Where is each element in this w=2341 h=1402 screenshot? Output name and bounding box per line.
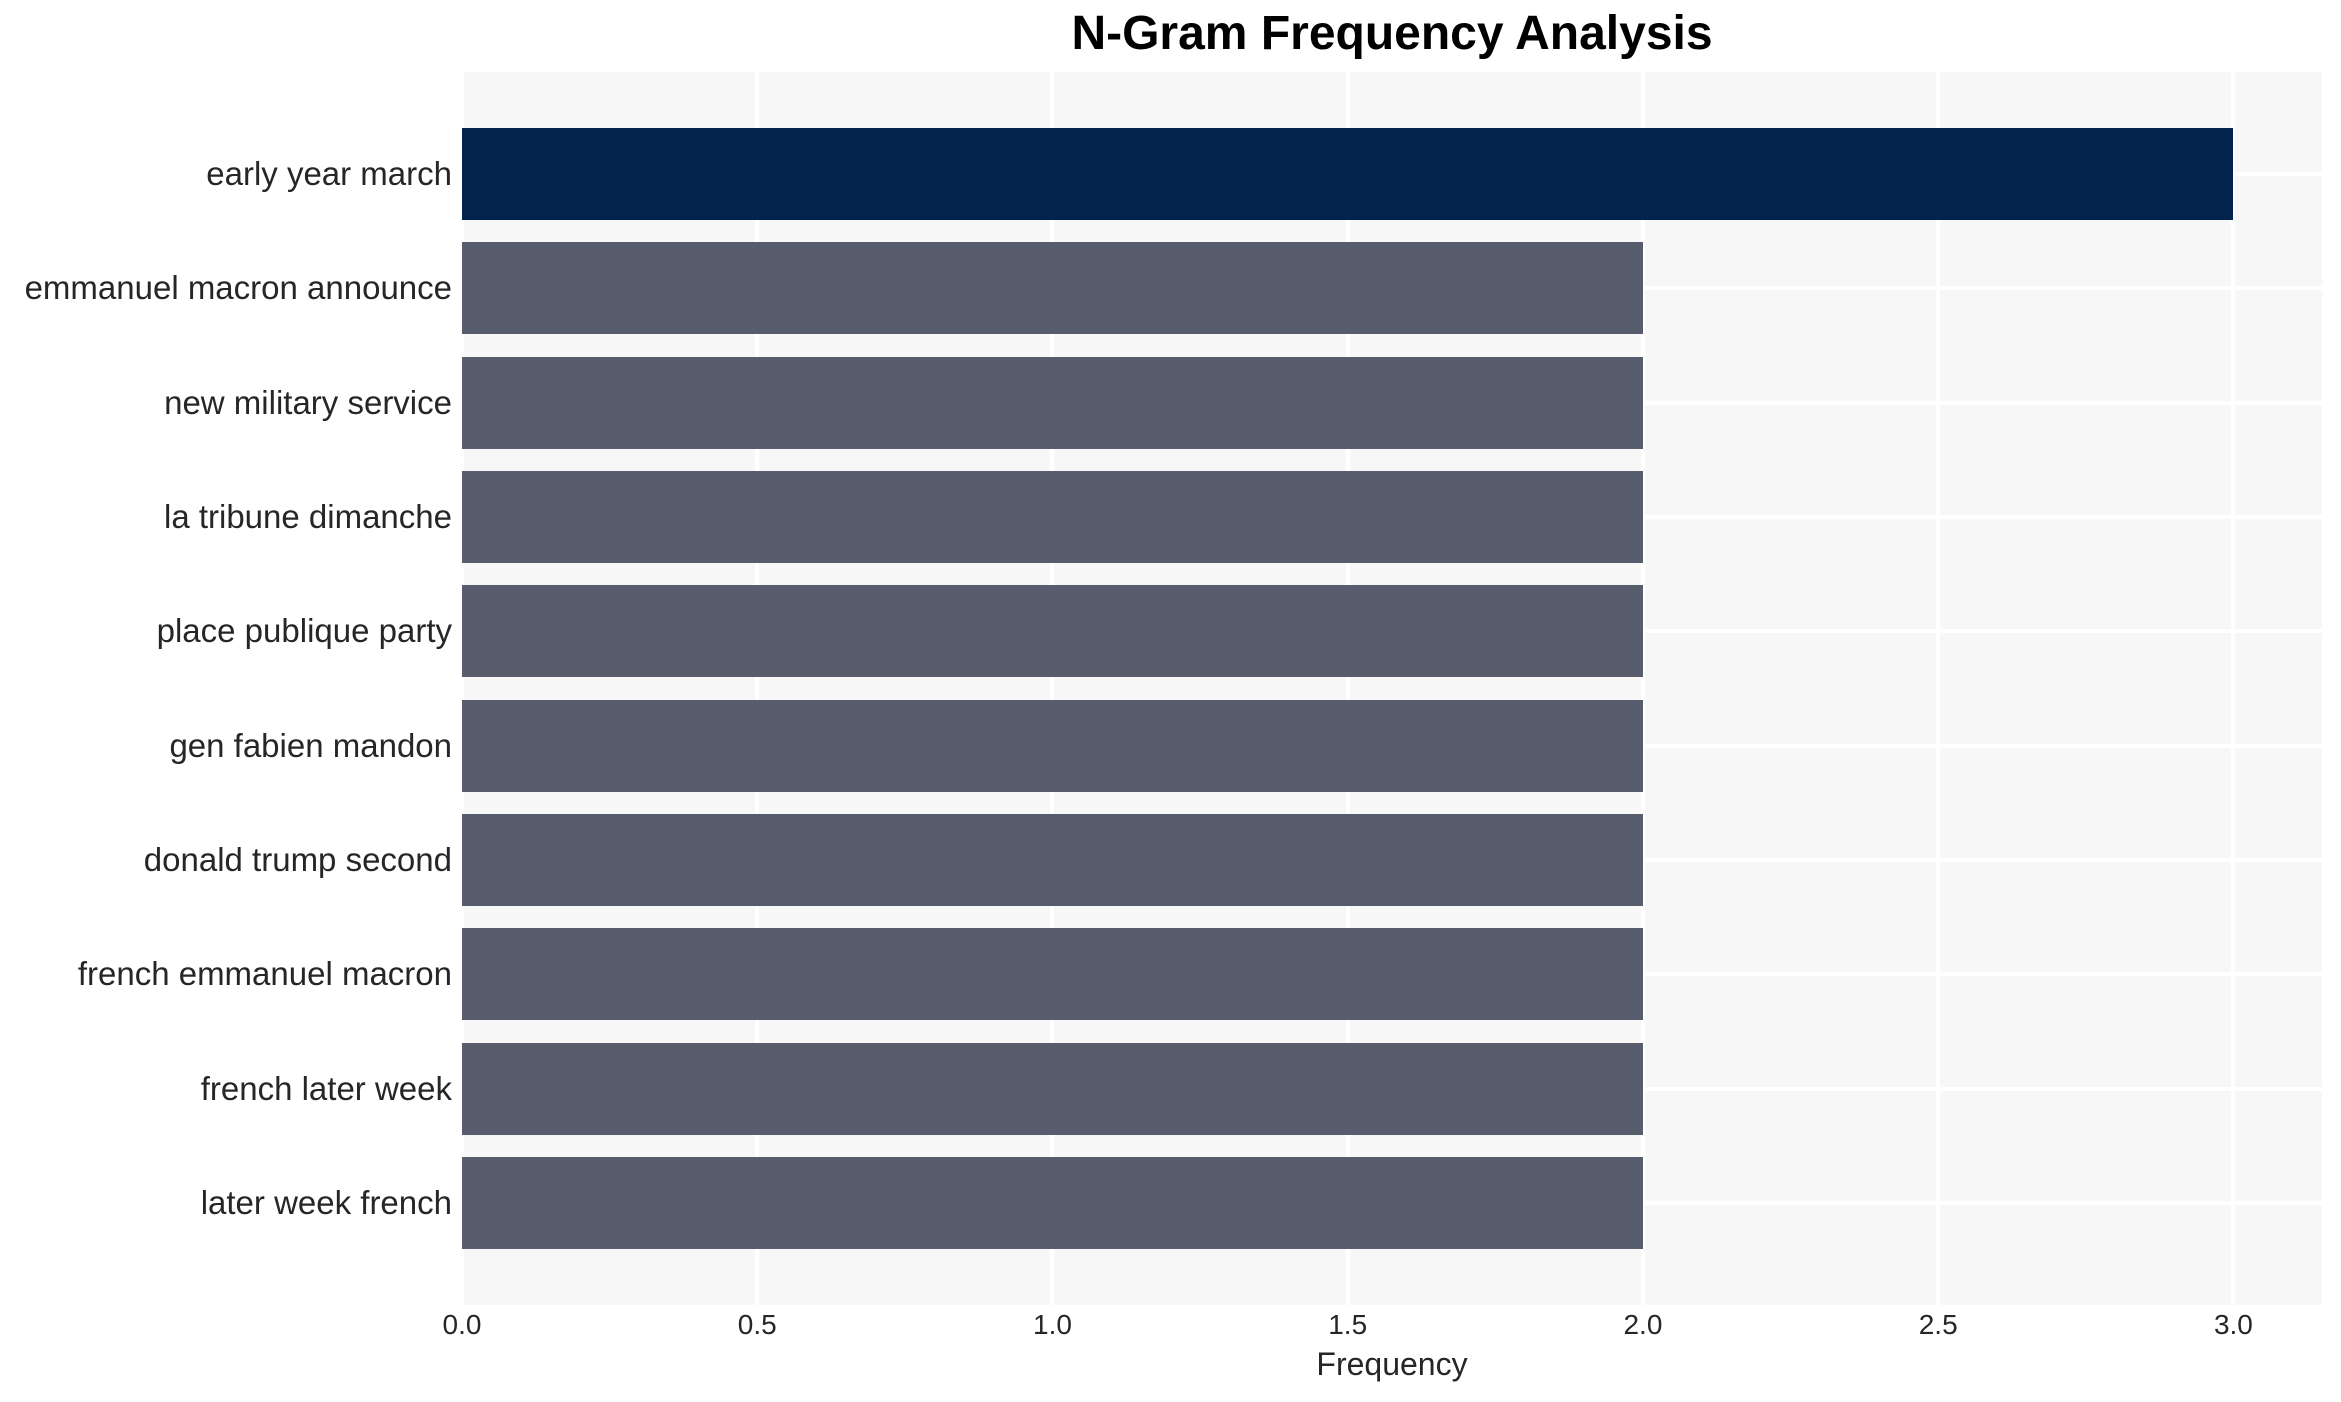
x-axis-title: Frequency [1316,1346,1468,1382]
vertical-gridline-2.0 [1640,72,1645,1305]
vertical-gridline-0.0 [462,72,464,1305]
x-tick-label-0.5: 0.5 [737,1309,777,1340]
x-tick-label-2.0: 2.0 [1623,1309,1663,1340]
y-axis-label-gen-fabien-mandon: gen fabien mandon [169,726,452,764]
vertical-gridline-1.5 [1345,72,1350,1305]
vertical-gridline-1.0 [1050,72,1055,1305]
y-axis-label-donald-trump-second: donald trump second [143,840,452,878]
x-axis-tick-labels: 0.0 0.5 1.0 1.5 2.0 2.5 3.0 [0,1308,2341,1342]
y-axis-label-la-tribune-dimanche: la tribune dimanche [163,497,452,535]
y-axis-labels: early year march emmanuel macron announce… [0,72,452,1305]
y-axis-label-place-publique-party: place publique party [156,612,452,650]
chart-title: N-Gram Frequency Analysis [1071,7,1713,60]
x-tick-label-1.0: 1.0 [1033,1309,1072,1340]
y-axis-label-french-emmanuel-macron: french emmanuel macron [77,955,452,993]
y-axis-label-emmanuel-macron-announce: emmanuel macron announce [24,269,452,307]
y-axis-label-later-week-french: later week french [200,1183,452,1221]
bar-gen-fabien-mandon [462,699,1643,792]
x-tick-label-3.0: 3.0 [2213,1309,2253,1340]
y-axis-label-new-military-service: new military service [164,383,452,421]
bar-la-tribune-dimanche [462,470,1643,563]
bar-place-publique-party [462,585,1643,678]
bar-new-military-service [462,356,1643,449]
x-tick-label-2.5: 2.5 [1918,1309,1958,1340]
bar-later-week-french [462,1156,1643,1249]
bar-emmanuel-macron-announce [462,242,1643,335]
plot-area [462,72,2322,1305]
vertical-gridline-0.5 [755,72,760,1305]
bar-french-emmanuel-macron [462,928,1643,1021]
x-tick-label-0.0: 0.0 [442,1309,482,1340]
x-tick-label-1.5: 1.5 [1328,1309,1368,1340]
y-axis-label-early-year-march: early year march [206,154,452,192]
vertical-gridline-3.0 [2231,72,2236,1305]
bar-early-year-march [462,127,2233,220]
bar-donald-trump-second [462,813,1643,906]
bar-french-later-week [462,1042,1643,1135]
vertical-gridline-2.5 [1936,72,1941,1305]
y-axis-label-french-later-week: french later week [200,1069,452,1107]
